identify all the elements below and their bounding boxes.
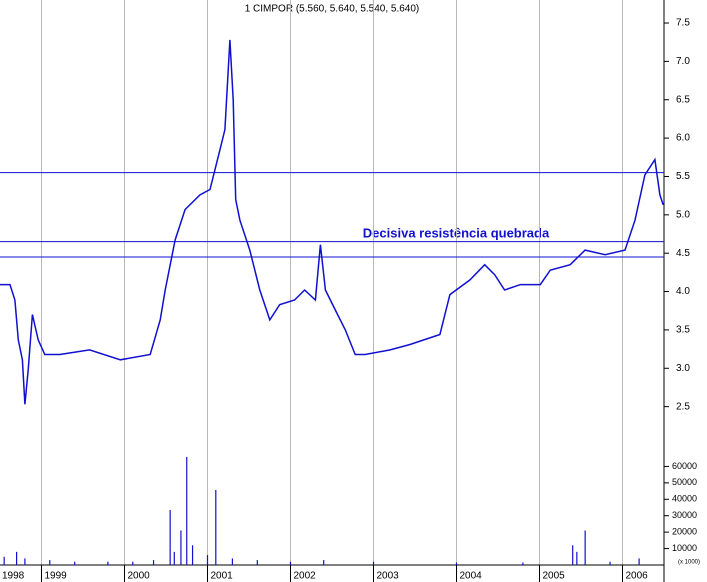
y-tick-label: 3.5 xyxy=(676,325,690,336)
y-tick-label: 4.0 xyxy=(676,286,690,297)
x-tick-label: 2006 xyxy=(626,571,649,582)
y-tick-label: 3.0 xyxy=(676,363,690,374)
x-tick-label: 2002 xyxy=(294,571,317,582)
x-tick-label: 1998 xyxy=(2,571,25,582)
x-tick-label: 2005 xyxy=(543,571,566,582)
y2-tick-label: 30000 xyxy=(672,510,697,520)
y-tick-label: 5.5 xyxy=(676,171,690,182)
y2-tick-label: 40000 xyxy=(672,494,697,504)
y-tick-label: 6.0 xyxy=(676,133,690,144)
y2-tick-label: 10000 xyxy=(672,543,697,553)
price-line xyxy=(0,39,664,405)
y2-tick-label: 20000 xyxy=(672,527,697,537)
y-tick-label: 2.5 xyxy=(676,401,690,412)
y2-axis-label: (x 1000) xyxy=(678,560,700,566)
y-tick-label: 5.0 xyxy=(676,209,690,220)
x-tick-label: 2001 xyxy=(211,571,234,582)
x-tick-label: 2003 xyxy=(377,571,400,582)
y2-tick-label: 60000 xyxy=(672,461,697,471)
y-tick-label: 6.5 xyxy=(676,94,690,105)
y2-tick-label: 50000 xyxy=(672,477,697,487)
y-tick-label: 7.5 xyxy=(676,18,690,29)
y-tick-label: 7.0 xyxy=(676,56,690,67)
chart-title: 1 CIMPOR (5.560, 5.640, 5.540, 5.640) xyxy=(245,4,420,15)
x-tick-label: 2000 xyxy=(128,571,151,582)
x-tick-label: 2004 xyxy=(460,571,483,582)
x-tick-label: 1999 xyxy=(45,571,68,582)
y-tick-label: 4.5 xyxy=(676,248,690,259)
